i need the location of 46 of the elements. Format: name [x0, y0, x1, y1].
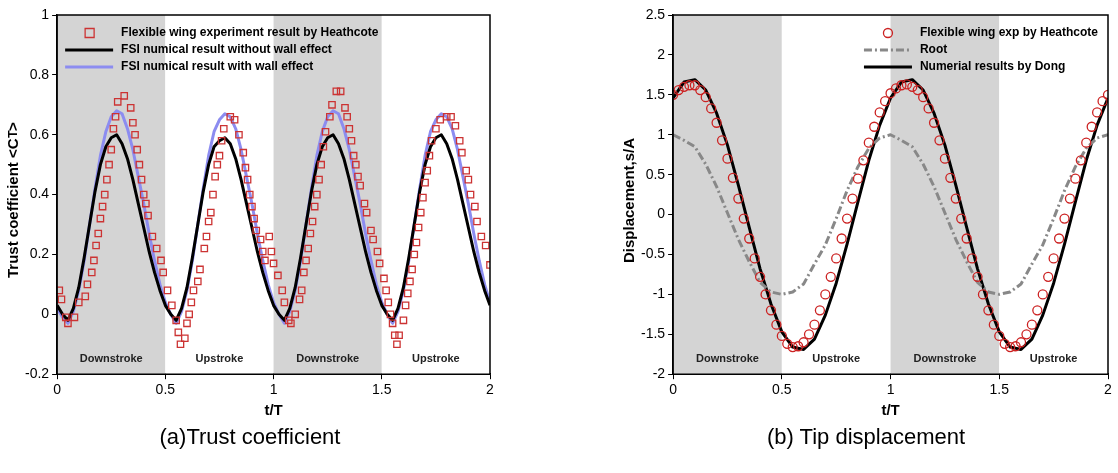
- x-tick-label: 1.5: [989, 381, 1010, 398]
- x-tick-label: 0: [669, 381, 678, 398]
- y-tick-label: 0.6: [29, 125, 50, 142]
- x-axis-title: t/T: [264, 401, 283, 419]
- legend-label: Flexible wing exp by Heathcote: [919, 25, 1099, 40]
- text: (a)Trust coefficient: [158, 424, 342, 450]
- legend-label: Root: [919, 42, 948, 57]
- band-label: Upstroke: [412, 351, 460, 364]
- y-tick-label: 2: [657, 45, 666, 62]
- x-tick-label: 1: [886, 381, 895, 398]
- y-axis-title: Displacement,s/A: [620, 136, 637, 265]
- band-label: Upstroke: [1029, 351, 1078, 364]
- band-label: Downstroke: [696, 351, 759, 364]
- y-tick-label: -0.2: [25, 365, 50, 382]
- text: (b) Tip displacement: [765, 424, 967, 450]
- legend-label: FSI numical result without wall effect: [121, 42, 332, 57]
- y-tick-label: 0.2: [29, 245, 50, 262]
- band-label: Downstroke: [913, 351, 977, 364]
- x-tick-label: 0.5: [155, 381, 176, 398]
- y-tick-label: 0: [657, 205, 666, 222]
- y-tick-label: -1: [652, 285, 666, 302]
- band-label: Downstroke: [79, 351, 143, 364]
- y-tick-label: -1.5: [641, 325, 666, 342]
- y-tick-label: 1: [657, 125, 666, 142]
- x-tick-label: 1: [269, 381, 278, 398]
- y-tick-label: -0.5: [641, 245, 666, 262]
- x-tick-label: 0.5: [772, 381, 792, 398]
- band-label: Downstroke: [296, 351, 360, 364]
- legend-label: Numerial results by Dong: [919, 59, 1066, 74]
- y-tick-label: 0.5: [645, 165, 666, 182]
- y-tick-label: 0: [41, 305, 50, 322]
- y-tick-label: 0.4: [29, 185, 50, 202]
- band-label: Upstroke: [812, 351, 861, 364]
- x-tick-label: 1.5: [372, 381, 392, 398]
- y-tick-label: 1.5: [645, 85, 666, 102]
- band-label: Upstroke: [195, 351, 244, 364]
- y-tick-label: 0.8: [29, 65, 50, 82]
- y-tick-label: 2.5: [645, 5, 666, 22]
- legend-label: FSI numical result with wall effect: [121, 59, 314, 74]
- x-tick-label: 2: [486, 381, 495, 398]
- x-axis-title: t/T: [881, 401, 900, 419]
- legend-label: Flexible wing experiment result by Heathcote: [121, 25, 379, 40]
- x-tick-label: 0: [53, 381, 62, 398]
- y-tick-label: -2: [652, 365, 666, 382]
- y-tick-label: 1: [41, 5, 50, 22]
- x-tick-label: 2: [1104, 381, 1113, 398]
